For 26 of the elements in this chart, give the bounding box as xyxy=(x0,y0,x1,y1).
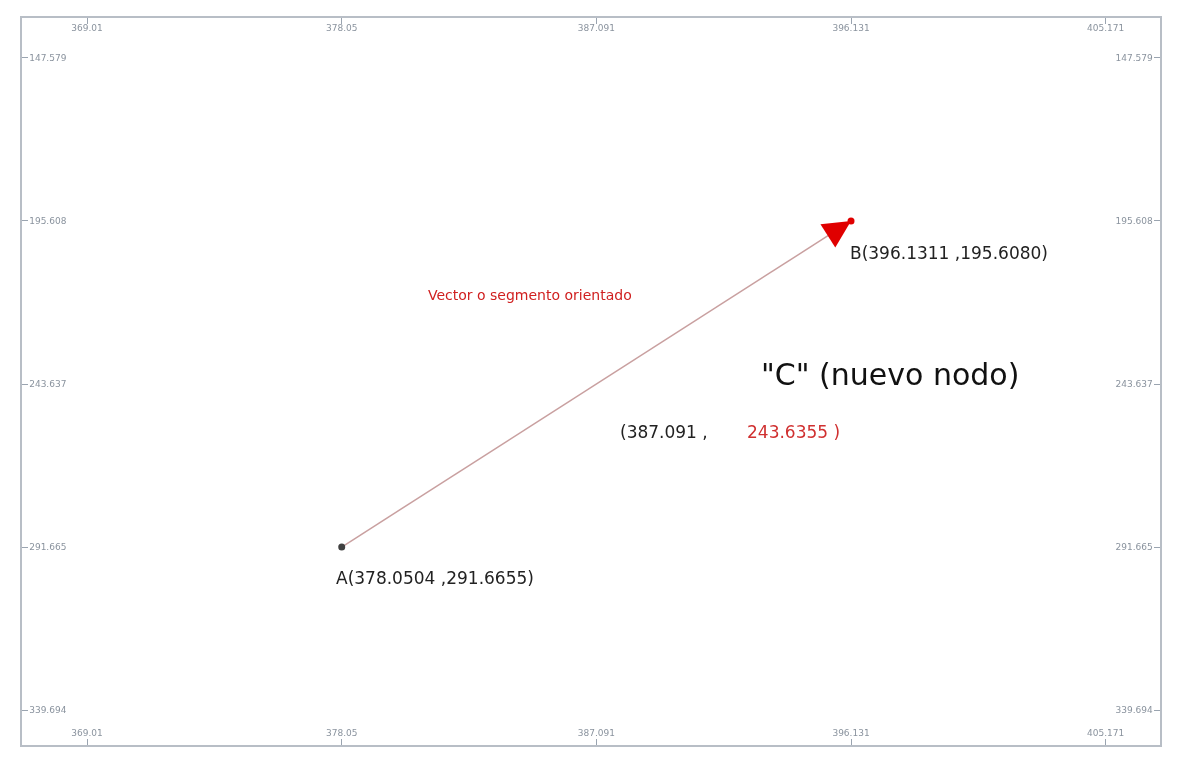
x2-tick-label: 378.05 xyxy=(325,23,358,34)
y-tick-label: 339.694 xyxy=(29,705,67,716)
y-tick-label: 243.637 xyxy=(29,379,67,390)
x-tick-label: 369.01 xyxy=(71,728,103,738)
annotation: (387.091 , xyxy=(620,422,708,442)
x-tick-label: 387.091 xyxy=(577,728,615,738)
x-tick-label: 378.05 xyxy=(325,728,358,738)
x2-tick-label: 396.131 xyxy=(832,23,870,34)
x2-tick-label: 369.01 xyxy=(71,23,103,34)
y2-tick-label: 147.579 xyxy=(1115,53,1154,64)
x2-tick-label: 405.171 xyxy=(1087,23,1125,34)
y2-tick-label: 243.637 xyxy=(1115,379,1153,390)
y-tick-label: 291.665 xyxy=(29,542,67,553)
y-tick-label: 195.608 xyxy=(29,216,67,227)
x2-tick-label: 387.091 xyxy=(577,23,615,34)
y2-tick-label: 339.694 xyxy=(1115,705,1154,716)
x-tick-label: 396.131 xyxy=(832,728,870,738)
annotation: Vector o segmento orientado xyxy=(428,287,632,303)
annotation: B(396.1311 ,195.6080) xyxy=(850,243,1048,263)
annotation: 243.6355 ) xyxy=(747,422,841,442)
x-tick-label: 405.171 xyxy=(1087,728,1125,738)
annotation: "C" (nuevo nodo) xyxy=(761,357,1020,392)
y-tick-label: 147.579 xyxy=(29,53,67,64)
annotation: A(378.0504 ,291.6655) xyxy=(336,568,534,588)
y2-tick-label: 291.665 xyxy=(1115,542,1153,553)
y2-tick-label: 195.608 xyxy=(1115,216,1154,227)
